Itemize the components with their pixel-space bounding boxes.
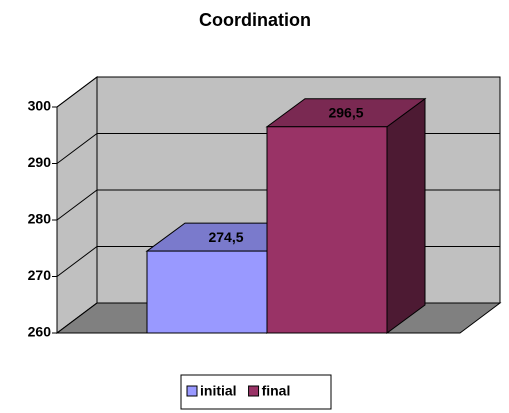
bar-side — [386, 97, 426, 334]
y-tick-label: 260 — [28, 324, 52, 340]
bar — [266, 126, 388, 334]
bar — [146, 250, 268, 334]
data-label: 274,5 — [208, 229, 243, 245]
legend-swatch — [186, 385, 198, 397]
y-tick-label: 300 — [28, 98, 52, 114]
data-label: 296,5 — [328, 104, 363, 120]
grid-line — [56, 76, 500, 108]
chart-title: Coordination — [199, 10, 311, 30]
y-tick-label: 290 — [28, 154, 52, 170]
legend-swatch — [248, 385, 260, 397]
y-tick-label: 270 — [28, 267, 52, 283]
legend-label: final — [262, 383, 291, 399]
legend-label: initial — [200, 383, 237, 399]
y-tick-label: 280 — [28, 211, 52, 227]
